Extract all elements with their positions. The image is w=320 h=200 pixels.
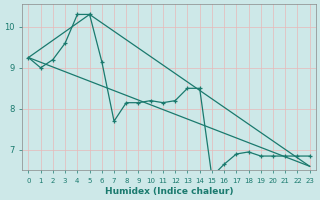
X-axis label: Humidex (Indice chaleur): Humidex (Indice chaleur)	[105, 187, 233, 196]
